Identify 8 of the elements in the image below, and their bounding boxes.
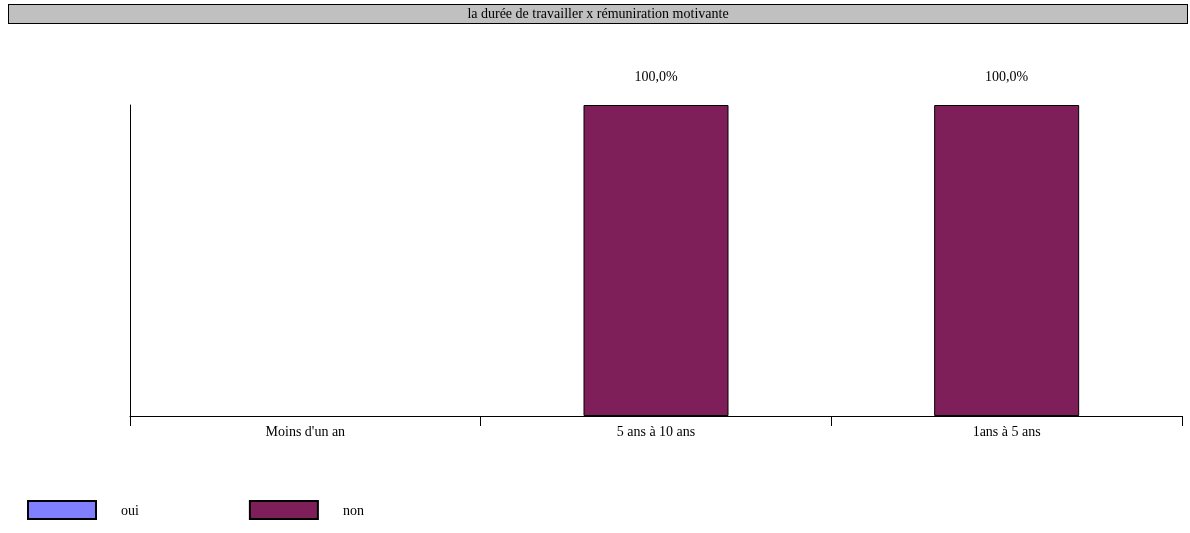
data-label: 100,0%: [634, 68, 678, 84]
x-tick-label: 5 ans à 10 ans: [616, 423, 696, 439]
legend-label: oui: [121, 502, 139, 518]
legend-label: non: [342, 502, 364, 518]
data-label: 100,0%: [985, 68, 1029, 84]
x-tick-label: 1ans à 5 ans: [972, 423, 1041, 439]
chart-title: la durée de travailler x rémuniration motivante: [8, 4, 1188, 24]
x-tick-label: Moins d'un an: [265, 423, 346, 439]
